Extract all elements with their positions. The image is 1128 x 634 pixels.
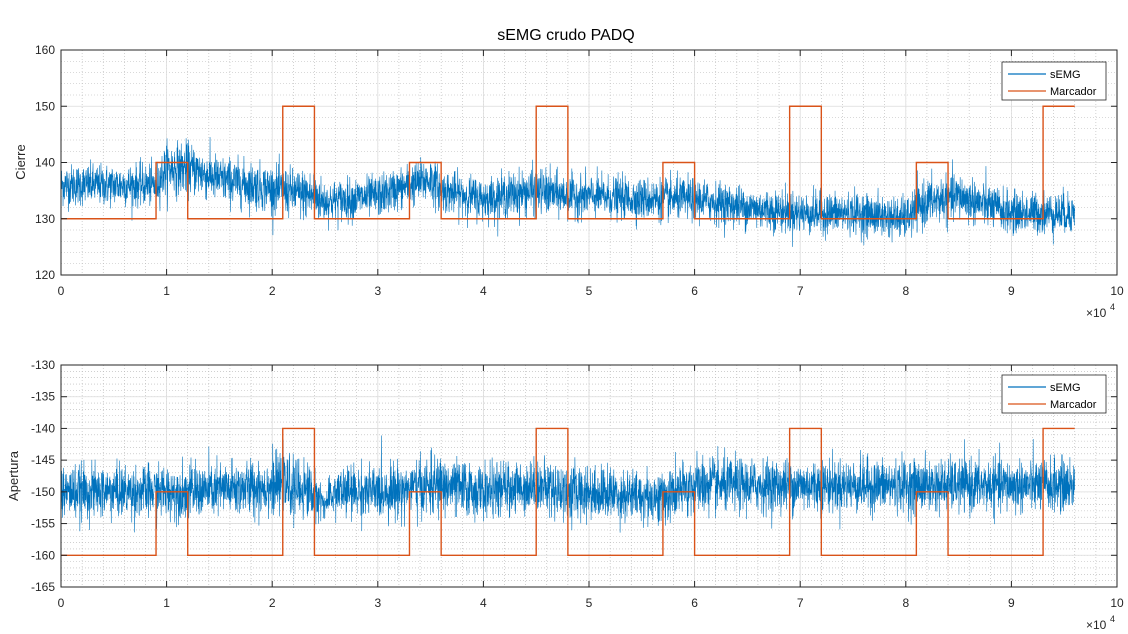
y-tick-label: 140: [35, 156, 55, 170]
x-tick-label: 2: [269, 284, 276, 298]
legend-label-marcador: Marcador: [1050, 399, 1097, 411]
x-tick-label: 5: [586, 284, 593, 298]
x-exponent-base: ×10: [1086, 306, 1107, 320]
y-tick-label: -155: [31, 517, 55, 531]
y-axis-label: Apertura: [6, 450, 21, 501]
x-axis-exponent: ×10 4: [1086, 302, 1115, 320]
x-tick-label: 1: [163, 284, 170, 298]
series-group: [61, 105, 1076, 247]
x-tick-label: 7: [797, 596, 804, 610]
series-marcador: [61, 105, 1075, 220]
legend-label-marcador: Marcador: [1050, 86, 1097, 98]
x-tick-label: 9: [1008, 596, 1015, 610]
x-tick-label: 6: [691, 596, 698, 610]
y-tick-label: 120: [35, 268, 55, 282]
legend-box: [1001, 61, 1107, 101]
x-exponent-base: ×10: [1086, 618, 1107, 632]
y-tick-labels: 120 130 140 150 160: [35, 43, 55, 282]
x-tick-label: 7: [797, 284, 804, 298]
x-exponent-power: 4: [1110, 302, 1115, 312]
y-tick-label: -135: [31, 390, 55, 404]
x-exponent-power: 4: [1110, 614, 1115, 624]
x-tick-label: 8: [902, 284, 909, 298]
y-tick-label: -160: [31, 548, 55, 562]
x-tick-label: 3: [374, 284, 381, 298]
subplot-cierre: 0 1 2 3 4 5 6 7 8 9 10 120 130 140 150 160 Cierre ×10 …: [13, 43, 1124, 320]
series-group: [61, 427, 1076, 556]
x-tick-label: 0: [58, 596, 65, 610]
tick-marks: [60, 49, 1118, 276]
x-tick-label: 3: [374, 596, 381, 610]
x-tick-label: 10: [1110, 284, 1124, 298]
y-tick-label: -145: [31, 453, 55, 467]
legend: sEMG Marcador: [1001, 61, 1107, 101]
tick-marks: [60, 364, 1118, 588]
series-marcador: [61, 427, 1075, 556]
x-tick-label: 10: [1110, 596, 1124, 610]
y-tick-label: -140: [31, 421, 55, 435]
x-tick-label: 4: [480, 284, 487, 298]
x-tick-label: 1: [163, 596, 170, 610]
y-tick-label: -150: [31, 485, 55, 499]
x-tick-label: 5: [586, 596, 593, 610]
legend-label-semg: sEMG: [1050, 382, 1081, 394]
y-tick-labels: -165 -160 -155 -150 -145 -140 -135 -130: [31, 358, 55, 594]
x-tick-label: 0: [58, 284, 65, 298]
y-axis-label: Cierre: [13, 144, 28, 179]
x-tick-label: 8: [902, 596, 909, 610]
x-tick-label: 4: [480, 596, 487, 610]
y-tick-label: -165: [31, 580, 55, 594]
x-tick-label: 9: [1008, 284, 1015, 298]
legend-label-semg: sEMG: [1050, 69, 1081, 81]
x-tick-labels: 0 1 2 3 4 5 6 7 8 9 10: [58, 284, 1124, 298]
y-tick-label: 160: [35, 43, 55, 57]
legend: sEMG Marcador: [1001, 374, 1107, 414]
subplot-apertura: 0 1 2 3 4 5 6 7 8 9 10 -165 -160 -155 -150 -145 -140 -13…: [6, 358, 1124, 632]
x-tick-label: 2: [269, 596, 276, 610]
chart-title: sEMG crudo PADQ: [497, 27, 635, 44]
y-tick-label: 130: [35, 212, 55, 226]
x-axis-exponent: ×10 4: [1086, 614, 1115, 632]
x-tick-labels: 0 1 2 3 4 5 6 7 8 9 10: [58, 596, 1124, 610]
y-tick-label: -130: [31, 358, 55, 372]
x-tick-label: 6: [691, 284, 698, 298]
legend-box: [1001, 374, 1107, 414]
y-tick-label: 150: [35, 99, 55, 113]
